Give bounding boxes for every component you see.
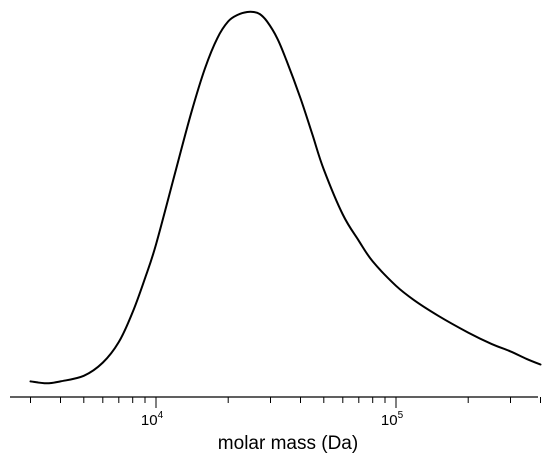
x-axis-tick-labels: 104 105 xyxy=(141,410,404,429)
series-line xyxy=(29,10,542,385)
x-tick-label: 105 xyxy=(381,410,404,429)
x-axis-ticks xyxy=(30,397,541,408)
x-axis-title: molar mass (Da) xyxy=(218,433,358,454)
plot-area xyxy=(29,10,542,385)
x-tick-label: 104 xyxy=(141,410,164,429)
